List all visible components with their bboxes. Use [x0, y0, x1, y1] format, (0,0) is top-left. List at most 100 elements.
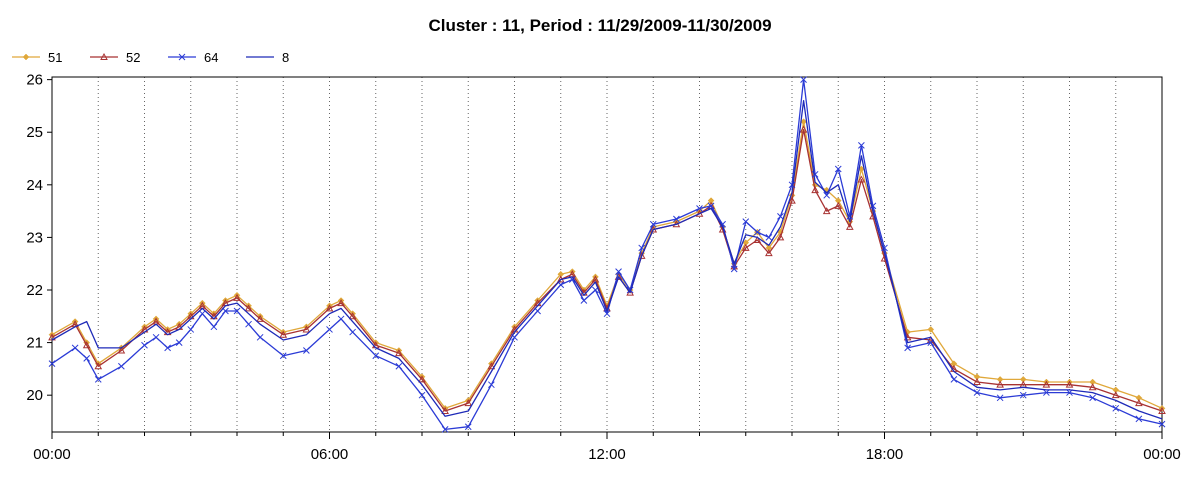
data-point: [765, 234, 773, 241]
x-tick-label: 00:00: [33, 446, 71, 463]
data-point: [441, 426, 449, 433]
data-point: [800, 76, 807, 83]
data-point: [164, 344, 171, 352]
data-point: [210, 323, 218, 331]
data-point: [973, 389, 981, 396]
data-point: [279, 352, 287, 360]
data-point: [973, 377, 981, 386]
data-point: [395, 362, 403, 370]
data-point: [649, 220, 657, 228]
data-point: [244, 304, 253, 312]
data-point: [834, 201, 843, 209]
data-point: [1135, 399, 1143, 407]
y-tick-label: 24: [26, 177, 43, 194]
data-point: [534, 307, 541, 315]
data-point: [233, 307, 241, 315]
legend-marker: [100, 52, 108, 60]
x-tick-label: 12:00: [588, 446, 626, 463]
data-point: [823, 191, 831, 199]
data-point: [279, 330, 288, 338]
data-point: [256, 314, 264, 322]
data-point: [696, 205, 703, 212]
data-point: [615, 268, 622, 275]
data-point: [94, 362, 103, 370]
data-point: [348, 312, 357, 320]
data-point: [730, 265, 738, 273]
series-line-51: [51, 121, 1163, 409]
data-point: [858, 142, 865, 149]
series-layer: [48, 76, 1166, 433]
data-point: [418, 391, 426, 399]
data-point: [950, 376, 958, 383]
series-8: [51, 100, 1163, 420]
data-point: [222, 307, 229, 315]
data-point: [822, 207, 831, 215]
x-axis: 00:00 06:00 12:00 18:00 00:00: [33, 432, 1181, 463]
data-point: [742, 218, 750, 225]
data-point: [788, 196, 796, 204]
x-tick-label: 18:00: [866, 446, 904, 463]
data-point: [811, 186, 819, 194]
data-point: [48, 360, 56, 367]
data-point: [777, 213, 784, 220]
data-point: [152, 333, 160, 341]
data-point: [603, 310, 611, 318]
data-point: [326, 326, 333, 333]
legend-item-64: 64: [168, 50, 218, 65]
data-point: [996, 394, 1004, 402]
data-point: [1042, 380, 1051, 388]
data-point: [141, 341, 148, 349]
data-point: [1088, 383, 1097, 391]
data-point: [1111, 391, 1120, 399]
y-tick-label: 22: [26, 282, 43, 299]
data-point: [256, 333, 264, 341]
data-point: [395, 349, 403, 357]
data-point: [187, 326, 195, 333]
y-axis: 20 21 22 23 24 25 26: [26, 72, 52, 404]
data-point: [82, 341, 91, 349]
grid: [97, 77, 1117, 432]
series-line-52: [51, 128, 1163, 412]
legend-label: 52: [126, 50, 140, 65]
legend-item-8: 8: [246, 50, 289, 65]
data-point: [1043, 389, 1050, 396]
series-line-64: [51, 78, 1163, 431]
data-point: [626, 288, 634, 296]
data-point: [487, 362, 496, 370]
data-point: [337, 299, 345, 307]
data-point: [303, 347, 310, 354]
data-point: [1135, 415, 1143, 423]
data-point: [799, 125, 808, 133]
legend-label: 8: [282, 50, 289, 65]
data-point: [464, 423, 472, 431]
data-point: [996, 380, 1004, 388]
data-point: [765, 249, 773, 257]
data-point: [673, 215, 680, 223]
legend-marker: [178, 53, 186, 61]
legend-label: 51: [48, 50, 62, 65]
data-point: [441, 406, 449, 414]
chart-title: Cluster : 11, Period : 11/29/2009-11/30/…: [428, 16, 771, 35]
data-point: [245, 320, 252, 328]
data-point: [845, 222, 854, 230]
data-point: [1065, 380, 1074, 388]
y-tick-label: 23: [26, 229, 43, 246]
data-point: [834, 165, 842, 173]
x-tick-label: 06:00: [311, 446, 349, 463]
data-point: [788, 181, 796, 189]
data-point: [776, 233, 785, 241]
data-point: [753, 235, 762, 244]
data-point: [337, 315, 345, 323]
data-point: [719, 220, 726, 228]
data-point: [904, 344, 911, 352]
data-point: [1158, 420, 1166, 428]
data-point: [94, 376, 102, 383]
series-line-8: [51, 100, 1163, 420]
data-point: [488, 381, 495, 389]
y-tick-label: 21: [26, 335, 43, 352]
data-point: [753, 228, 761, 236]
legend-label: 64: [204, 50, 218, 65]
data-point: [927, 326, 935, 333]
data-point: [302, 325, 311, 333]
